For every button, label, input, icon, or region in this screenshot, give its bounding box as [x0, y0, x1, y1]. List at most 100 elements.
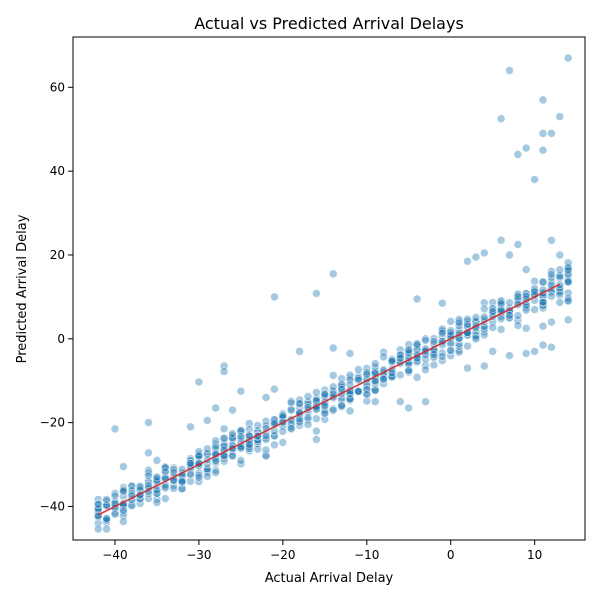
data-point: [513, 149, 523, 159]
data-point: [144, 494, 153, 504]
data-point: [337, 382, 347, 392]
data-point: [93, 504, 103, 514]
data-point: [194, 472, 204, 482]
data-point: [93, 524, 103, 534]
y-tick-label: 20: [50, 248, 65, 262]
data-point: [463, 341, 472, 351]
data-point: [152, 475, 162, 485]
data-point: [278, 410, 288, 420]
data-point: [530, 175, 539, 184]
data-point: [563, 53, 573, 63]
data-point: [353, 365, 363, 374]
data-point: [505, 250, 514, 260]
data-point: [446, 316, 456, 326]
data-point: [513, 292, 523, 302]
data-point: [236, 459, 246, 469]
data-point: [278, 426, 288, 436]
data-point: [563, 277, 573, 287]
data-point: [563, 315, 573, 325]
data-point: [471, 333, 481, 343]
data-point: [488, 323, 498, 333]
data-point: [353, 386, 363, 396]
data-point: [228, 429, 237, 439]
data-point: [395, 397, 405, 407]
data-point: [563, 265, 573, 275]
data-point: [513, 321, 523, 330]
data-point: [211, 442, 221, 452]
data-point: [437, 351, 447, 361]
data-point: [437, 348, 447, 358]
data-point: [563, 296, 573, 306]
data-point: [236, 386, 246, 396]
data-point: [479, 298, 489, 308]
data-point: [244, 442, 254, 451]
data-point: [446, 345, 456, 355]
data-point: [119, 487, 128, 496]
data-point: [563, 293, 573, 303]
data-point: [496, 296, 506, 306]
data-point: [194, 470, 204, 480]
data-point: [429, 348, 439, 357]
data-point: [395, 350, 405, 360]
data-point: [412, 294, 422, 304]
data-point: [160, 482, 170, 492]
data-point: [412, 339, 422, 349]
data-point: [563, 263, 573, 273]
data-point: [261, 451, 271, 461]
data-point: [547, 128, 556, 138]
data-point: [379, 347, 389, 357]
data-point: [219, 367, 229, 376]
data-point: [387, 356, 397, 366]
plot-frame: [72, 36, 586, 541]
x-tick-label: −40: [102, 548, 127, 562]
data-point: [110, 488, 120, 498]
data-point: [555, 297, 565, 307]
reference-line-layer: [97, 283, 561, 516]
data-point: [421, 365, 430, 375]
data-point: [152, 489, 162, 498]
data-point: [521, 291, 531, 301]
data-point: [261, 434, 271, 444]
data-point: [219, 441, 229, 450]
data-point: [362, 385, 372, 394]
data-point: [530, 346, 539, 356]
data-point: [253, 444, 263, 454]
data-point: [311, 426, 321, 436]
data-point: [119, 462, 128, 472]
data-point: [437, 328, 447, 338]
data-point: [211, 436, 221, 446]
data-point: [303, 413, 313, 423]
data-point: [337, 401, 347, 411]
data-point: [144, 471, 153, 481]
data-point: [429, 337, 439, 346]
data-point: [496, 235, 506, 245]
data-point: [521, 265, 531, 275]
data-point: [219, 433, 229, 443]
data-point: [311, 414, 321, 424]
data-point: [479, 248, 489, 258]
data-point: [253, 421, 263, 431]
data-point: [345, 394, 355, 404]
data-point: [479, 312, 489, 322]
data-point: [446, 327, 456, 337]
data-point: [194, 451, 204, 461]
data-point: [370, 379, 380, 389]
data-point: [404, 403, 414, 413]
data-point: [144, 448, 153, 458]
data-point: [454, 318, 464, 328]
x-tick-label: 10: [527, 548, 542, 562]
x-tick-label: −30: [186, 548, 211, 562]
data-point: [496, 299, 506, 308]
data-point: [202, 416, 212, 425]
data-point: [479, 361, 489, 371]
data-point: [269, 292, 279, 302]
data-point: [563, 258, 573, 268]
data-point: [186, 469, 195, 479]
data-point: [538, 300, 548, 310]
y-tick-label: −20: [40, 416, 65, 430]
data-point: [211, 468, 221, 478]
data-point: [303, 415, 313, 425]
data-point: [295, 346, 305, 356]
data-point: [538, 277, 548, 287]
data-point: [463, 256, 472, 266]
